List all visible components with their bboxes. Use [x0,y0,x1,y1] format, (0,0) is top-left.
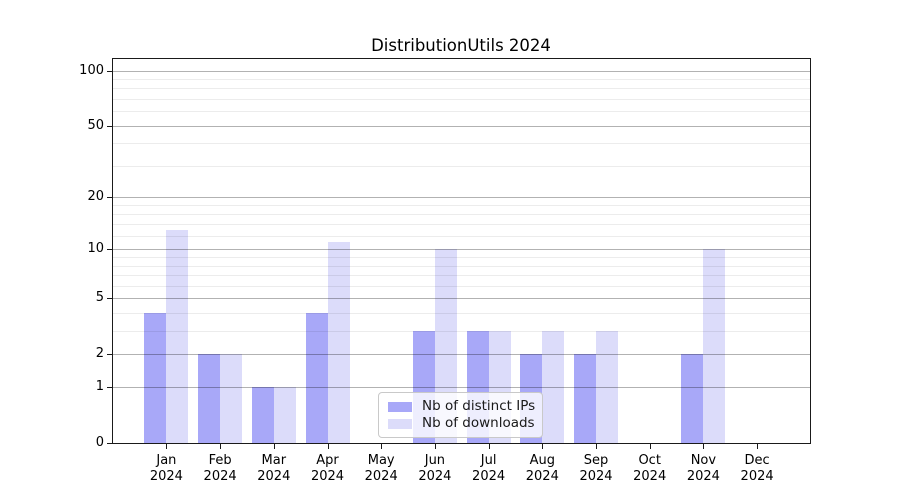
gridline-major [113,125,810,127]
x-tick-mark [434,444,436,449]
y-tick-label: 5 [95,290,104,306]
bar-nb-of-downloads-nov [703,249,726,443]
gridline-major [113,197,810,199]
y-tick-label: 10 [87,241,104,257]
x-tick-label: Dec 2024 [740,453,774,484]
gridline-major [113,298,810,300]
bar-nb-of-downloads-sep [596,331,618,443]
gridline-major [113,354,810,356]
y-tick-mark [107,249,113,251]
bar-nb-of-distinct-ips-feb [198,354,221,443]
x-tick-label: Jun 2024 [418,453,452,484]
chart-title: DistributionUtils 2024 [371,36,551,55]
x-tick-label: Jan 2024 [149,453,183,484]
legend-item-downloads: Nb of downloads [388,415,535,432]
gridline-minor [113,165,810,167]
x-tick-mark [273,444,275,449]
bar-nb-of-distinct-ips-apr [305,313,328,443]
gridline-major [113,249,810,251]
y-tick-mark [107,125,113,127]
gridline-minor [113,143,810,145]
gridline-minor [113,78,810,80]
y-tick-label: 2 [95,346,104,362]
gridline-minor [113,331,810,333]
x-tick-mark [166,444,168,449]
x-tick-label: Aug 2024 [525,453,559,484]
x-tick-label: Sep 2024 [579,453,613,484]
y-tick-label: 20 [87,189,104,205]
bar-nb-of-distinct-ips-jan [144,313,167,443]
gridline-major [113,387,810,389]
gridline-minor [113,214,810,216]
gridline-minor [113,88,810,90]
gridline-minor [113,224,810,226]
gridline-minor [113,313,810,315]
x-tick-mark [757,444,759,449]
y-tick-label: 50 [87,117,104,133]
bar-nb-of-downloads-jan [166,230,189,443]
bar-nb-of-downloads-apr [327,242,350,443]
y-tick-label: 100 [79,62,104,78]
x-tick-mark [327,444,329,449]
gridline-minor [113,285,810,287]
x-tick-mark [596,444,597,449]
y-tick-mark [107,387,113,389]
bar-nb-of-distinct-ips-nov [681,354,704,443]
x-tick-mark [220,444,222,449]
gridline-minor [113,235,810,237]
y-tick-mark [107,354,113,356]
gridline-minor [113,111,810,113]
x-tick-label: Nov 2024 [686,453,720,484]
x-tick-label: Mar 2024 [257,453,291,484]
gridline-major [113,70,810,72]
x-tick-label: Feb 2024 [203,453,237,484]
legend: Nb of distinct IPs Nb of downloads [378,392,543,438]
x-tick-label: Apr 2024 [310,453,345,484]
gridline-minor [113,98,810,100]
x-tick-mark [703,444,705,449]
bar-nb-of-downloads-feb [220,354,243,443]
bar-nb-of-downloads-aug [542,331,565,443]
gridline-minor [113,205,810,207]
x-tick-mark [488,444,490,449]
x-tick-label: May 2024 [364,453,398,484]
bar-nb-of-distinct-ips-sep [574,354,596,443]
x-tick-mark [542,444,544,449]
y-tick-mark [107,70,113,72]
gridline-minor [113,265,810,267]
y-tick-mark [107,298,113,300]
x-tick-label: Oct 2024 [633,453,667,484]
x-tick-mark [649,444,651,449]
gridline-minor [113,257,810,259]
y-tick-label: 1 [95,379,104,395]
bar-nb-of-downloads-mar [273,387,296,443]
x-tick-mark [381,444,383,449]
y-tick-mark [107,197,113,199]
y-tick-label: 0 [95,435,104,450]
gridline-minor [113,275,810,277]
legend-swatch-downloads [388,418,412,429]
legend-item-distinct-ips: Nb of distinct IPs [388,398,536,415]
legend-label-distinct-ips: Nb of distinct IPs [422,398,536,414]
legend-label-downloads: Nb of downloads [422,415,535,431]
y-tick-mark [107,443,113,444]
x-tick-label: Jul 2024 [472,453,506,484]
legend-swatch-distinct-ips [388,401,412,412]
bar-nb-of-distinct-ips-mar [251,387,274,443]
